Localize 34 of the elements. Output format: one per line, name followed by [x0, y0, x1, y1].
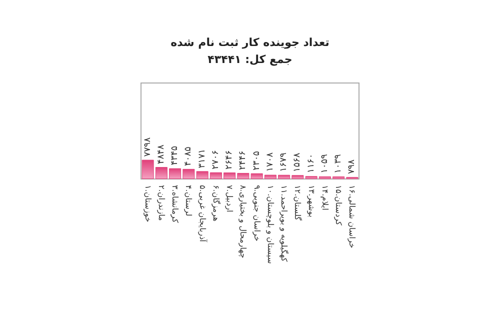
x-tick-label: ۳.کرمانشاه — [170, 185, 180, 223]
chart-subtitle: جمع کل: ۴۳۴۴۱ — [208, 53, 292, 66]
data-label: ۷۷۹۸ — [142, 137, 153, 157]
data-label: ۱۰۵۹ — [320, 154, 330, 174]
x-tick-label: ۱۳.بوشهر — [306, 185, 316, 218]
data-label: ۴۸۴۸ — [156, 144, 166, 164]
data-label: ۴۰۸۵ — [184, 146, 194, 166]
data-label: ۲۳۰۵ — [252, 150, 262, 170]
data-label: ۱۵۶۸ — [292, 152, 303, 172]
data-label: ۴۳۴۵ — [170, 146, 180, 166]
x-tick-label: ۱۲.گلستان — [293, 185, 304, 221]
data-label: ۲۶۴۶ — [224, 150, 235, 170]
x-tick-label: ۴.لرستان — [184, 185, 194, 216]
x-tick-label: ۲.مازندران — [156, 185, 166, 221]
x-tick-label: ۱۴.ایلام — [320, 185, 330, 210]
data-label: ۲۷۰۶ — [210, 150, 221, 170]
data-label: ۱۷۰۸ — [265, 152, 276, 172]
x-tick-label: ۷.اردبیل — [225, 185, 234, 212]
data-label: ۳۱۷۱ — [197, 148, 208, 168]
x-tick-label: ۵.آذربایجان غربی — [198, 185, 208, 243]
data-label: ۷۹۸ — [347, 159, 358, 174]
x-tick-label: ۹.خراسان جنوبی — [252, 185, 262, 242]
x-tick-label: ۸.چهارمحال و بختیاری — [238, 185, 248, 258]
x-tick-label: ۱۶.خراسان شمالی — [348, 185, 357, 248]
x-tick-label: ۱۱.کهگیلویه و بویراحمد — [280, 185, 290, 262]
data-label: ۱۶۷۹ — [279, 152, 290, 172]
data-label: ۱۱۶۰ — [306, 154, 316, 174]
x-tick-label: ۱.خوزستان — [143, 185, 152, 222]
x-tick-label: ۶.هرمزگان — [211, 185, 222, 222]
x-tick-label: ۱۵.کردستان — [334, 185, 344, 226]
x-tick-label: ۱۰.سیستان و بلوچستان — [266, 185, 275, 264]
data-label: ۲۴۴۶ — [238, 150, 248, 170]
chart-title: تعداد جوینده کار ثبت نام شده — [170, 36, 330, 49]
data-label: ۱۰۳۹ — [334, 154, 344, 174]
